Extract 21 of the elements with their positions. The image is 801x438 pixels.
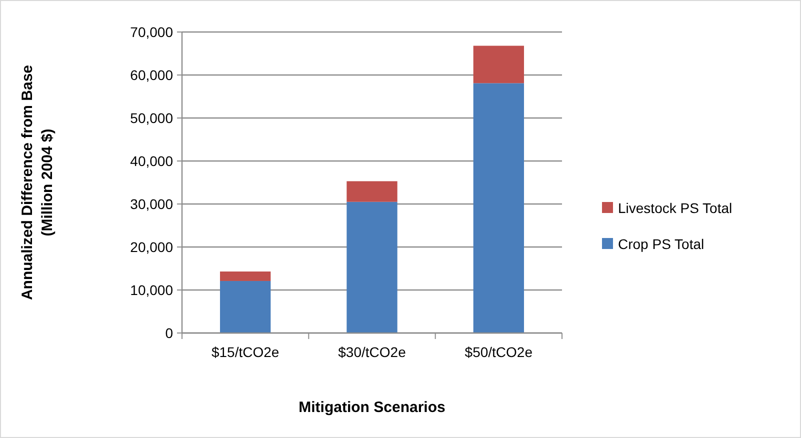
- bar: [346, 202, 398, 333]
- y-tick-label: 20,000: [130, 238, 174, 255]
- bar: [473, 83, 524, 333]
- bar: [220, 280, 271, 333]
- y-tick-label: 70,000: [130, 24, 174, 40]
- y-axis-title: Annualized Difference from Base (Million 2004 $): [19, 64, 56, 300]
- x-tick-label: $15/tCO2e: [211, 344, 280, 360]
- y-tick-label: 10,000: [130, 282, 174, 298]
- bar: [346, 181, 398, 202]
- y-tick-label: 40,000: [130, 152, 174, 169]
- x-tick-label: $30/tCO2e: [338, 344, 406, 360]
- bar: [473, 46, 524, 84]
- legend-label: Crop PS Total: [618, 236, 704, 252]
- x-tick-label: $50/tCO2e: [464, 344, 533, 360]
- x-axis-title: Mitigation Scenarios: [298, 399, 446, 416]
- y-tick-label: 0: [165, 324, 174, 341]
- y-tick-label: 30,000: [130, 196, 174, 212]
- bar: [220, 272, 271, 281]
- y-tick-label: 50,000: [130, 110, 174, 126]
- legend-label: Livestock PS Total: [618, 200, 732, 216]
- y-tick-label: 60,000: [130, 66, 174, 83]
